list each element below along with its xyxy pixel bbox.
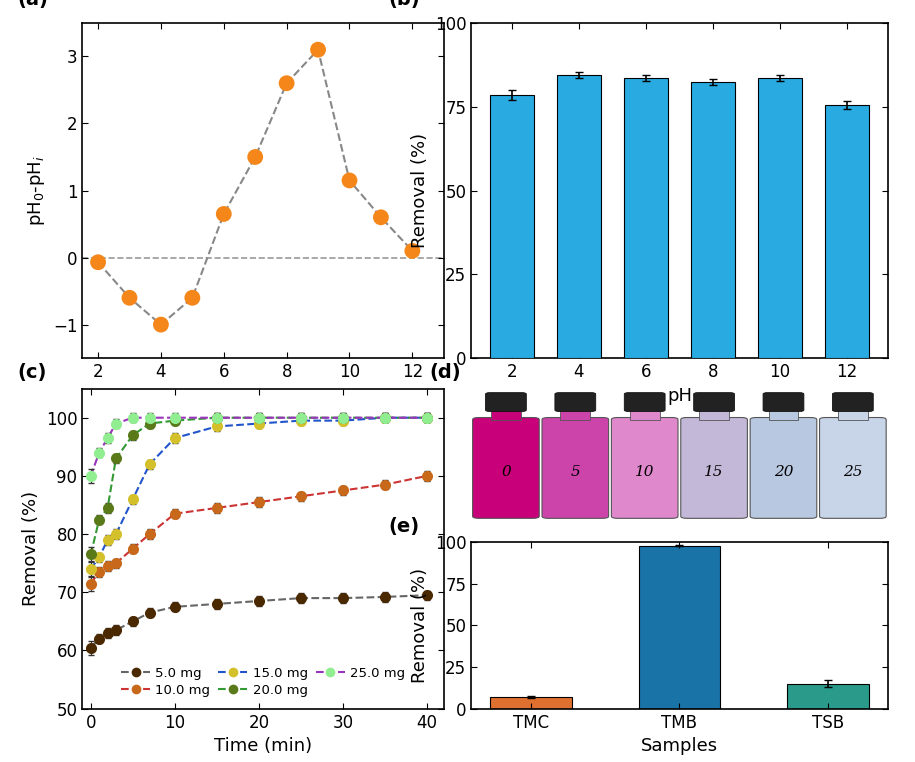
X-axis label: Time (min): Time (min) xyxy=(214,737,312,755)
Text: (e): (e) xyxy=(388,517,419,536)
Bar xyxy=(769,408,799,420)
FancyBboxPatch shape xyxy=(833,392,873,411)
Point xyxy=(248,151,263,163)
Bar xyxy=(630,408,660,420)
Bar xyxy=(557,75,600,358)
Text: 0: 0 xyxy=(501,465,511,479)
Bar xyxy=(838,408,867,420)
FancyBboxPatch shape xyxy=(763,392,804,411)
X-axis label: Samples: Samples xyxy=(640,737,718,755)
X-axis label: pH$_0$: pH$_0$ xyxy=(246,386,280,408)
Text: 15: 15 xyxy=(705,465,724,479)
Bar xyxy=(624,78,668,358)
Text: (d): (d) xyxy=(430,363,461,382)
Y-axis label: Removal (%): Removal (%) xyxy=(22,491,40,607)
Point xyxy=(405,245,420,257)
Bar xyxy=(787,684,868,709)
Point xyxy=(217,208,231,220)
Point xyxy=(373,211,388,223)
FancyBboxPatch shape xyxy=(486,392,526,411)
Point xyxy=(342,174,357,187)
FancyBboxPatch shape xyxy=(694,392,735,411)
Bar xyxy=(759,78,802,358)
Bar xyxy=(490,95,533,358)
FancyBboxPatch shape xyxy=(750,418,817,518)
Legend: 5.0 mg, 10.0 mg, 15.0 mg, 20.0 mg, 25.0 mg: 5.0 mg, 10.0 mg, 15.0 mg, 20.0 mg, 25.0 … xyxy=(116,661,410,702)
Text: 20: 20 xyxy=(774,465,793,479)
Point xyxy=(279,77,294,89)
Bar xyxy=(825,105,868,358)
Text: (a): (a) xyxy=(17,0,48,9)
Point xyxy=(154,319,168,331)
Point xyxy=(91,256,105,268)
FancyBboxPatch shape xyxy=(473,418,539,518)
Bar xyxy=(691,82,735,358)
Y-axis label: pH$_0$-pH$_i$: pH$_0$-pH$_i$ xyxy=(27,155,48,226)
Point xyxy=(185,292,199,304)
Text: 5: 5 xyxy=(570,465,580,479)
FancyBboxPatch shape xyxy=(611,418,678,518)
FancyBboxPatch shape xyxy=(554,392,596,411)
Text: 10: 10 xyxy=(635,465,654,479)
Text: (c): (c) xyxy=(17,363,47,383)
Bar xyxy=(639,546,720,709)
Text: (b): (b) xyxy=(388,0,420,9)
Bar xyxy=(491,408,521,420)
FancyBboxPatch shape xyxy=(542,418,608,518)
Bar xyxy=(560,408,590,420)
FancyBboxPatch shape xyxy=(681,418,748,518)
Bar xyxy=(699,408,729,420)
FancyBboxPatch shape xyxy=(624,392,665,411)
Bar xyxy=(490,697,572,709)
Y-axis label: Removal (%): Removal (%) xyxy=(411,133,429,248)
X-axis label: pH: pH xyxy=(667,386,692,405)
Point xyxy=(123,292,137,304)
Point xyxy=(311,43,326,56)
Text: 25: 25 xyxy=(843,465,863,479)
FancyBboxPatch shape xyxy=(820,418,886,518)
Y-axis label: Removal (%): Removal (%) xyxy=(411,568,429,683)
